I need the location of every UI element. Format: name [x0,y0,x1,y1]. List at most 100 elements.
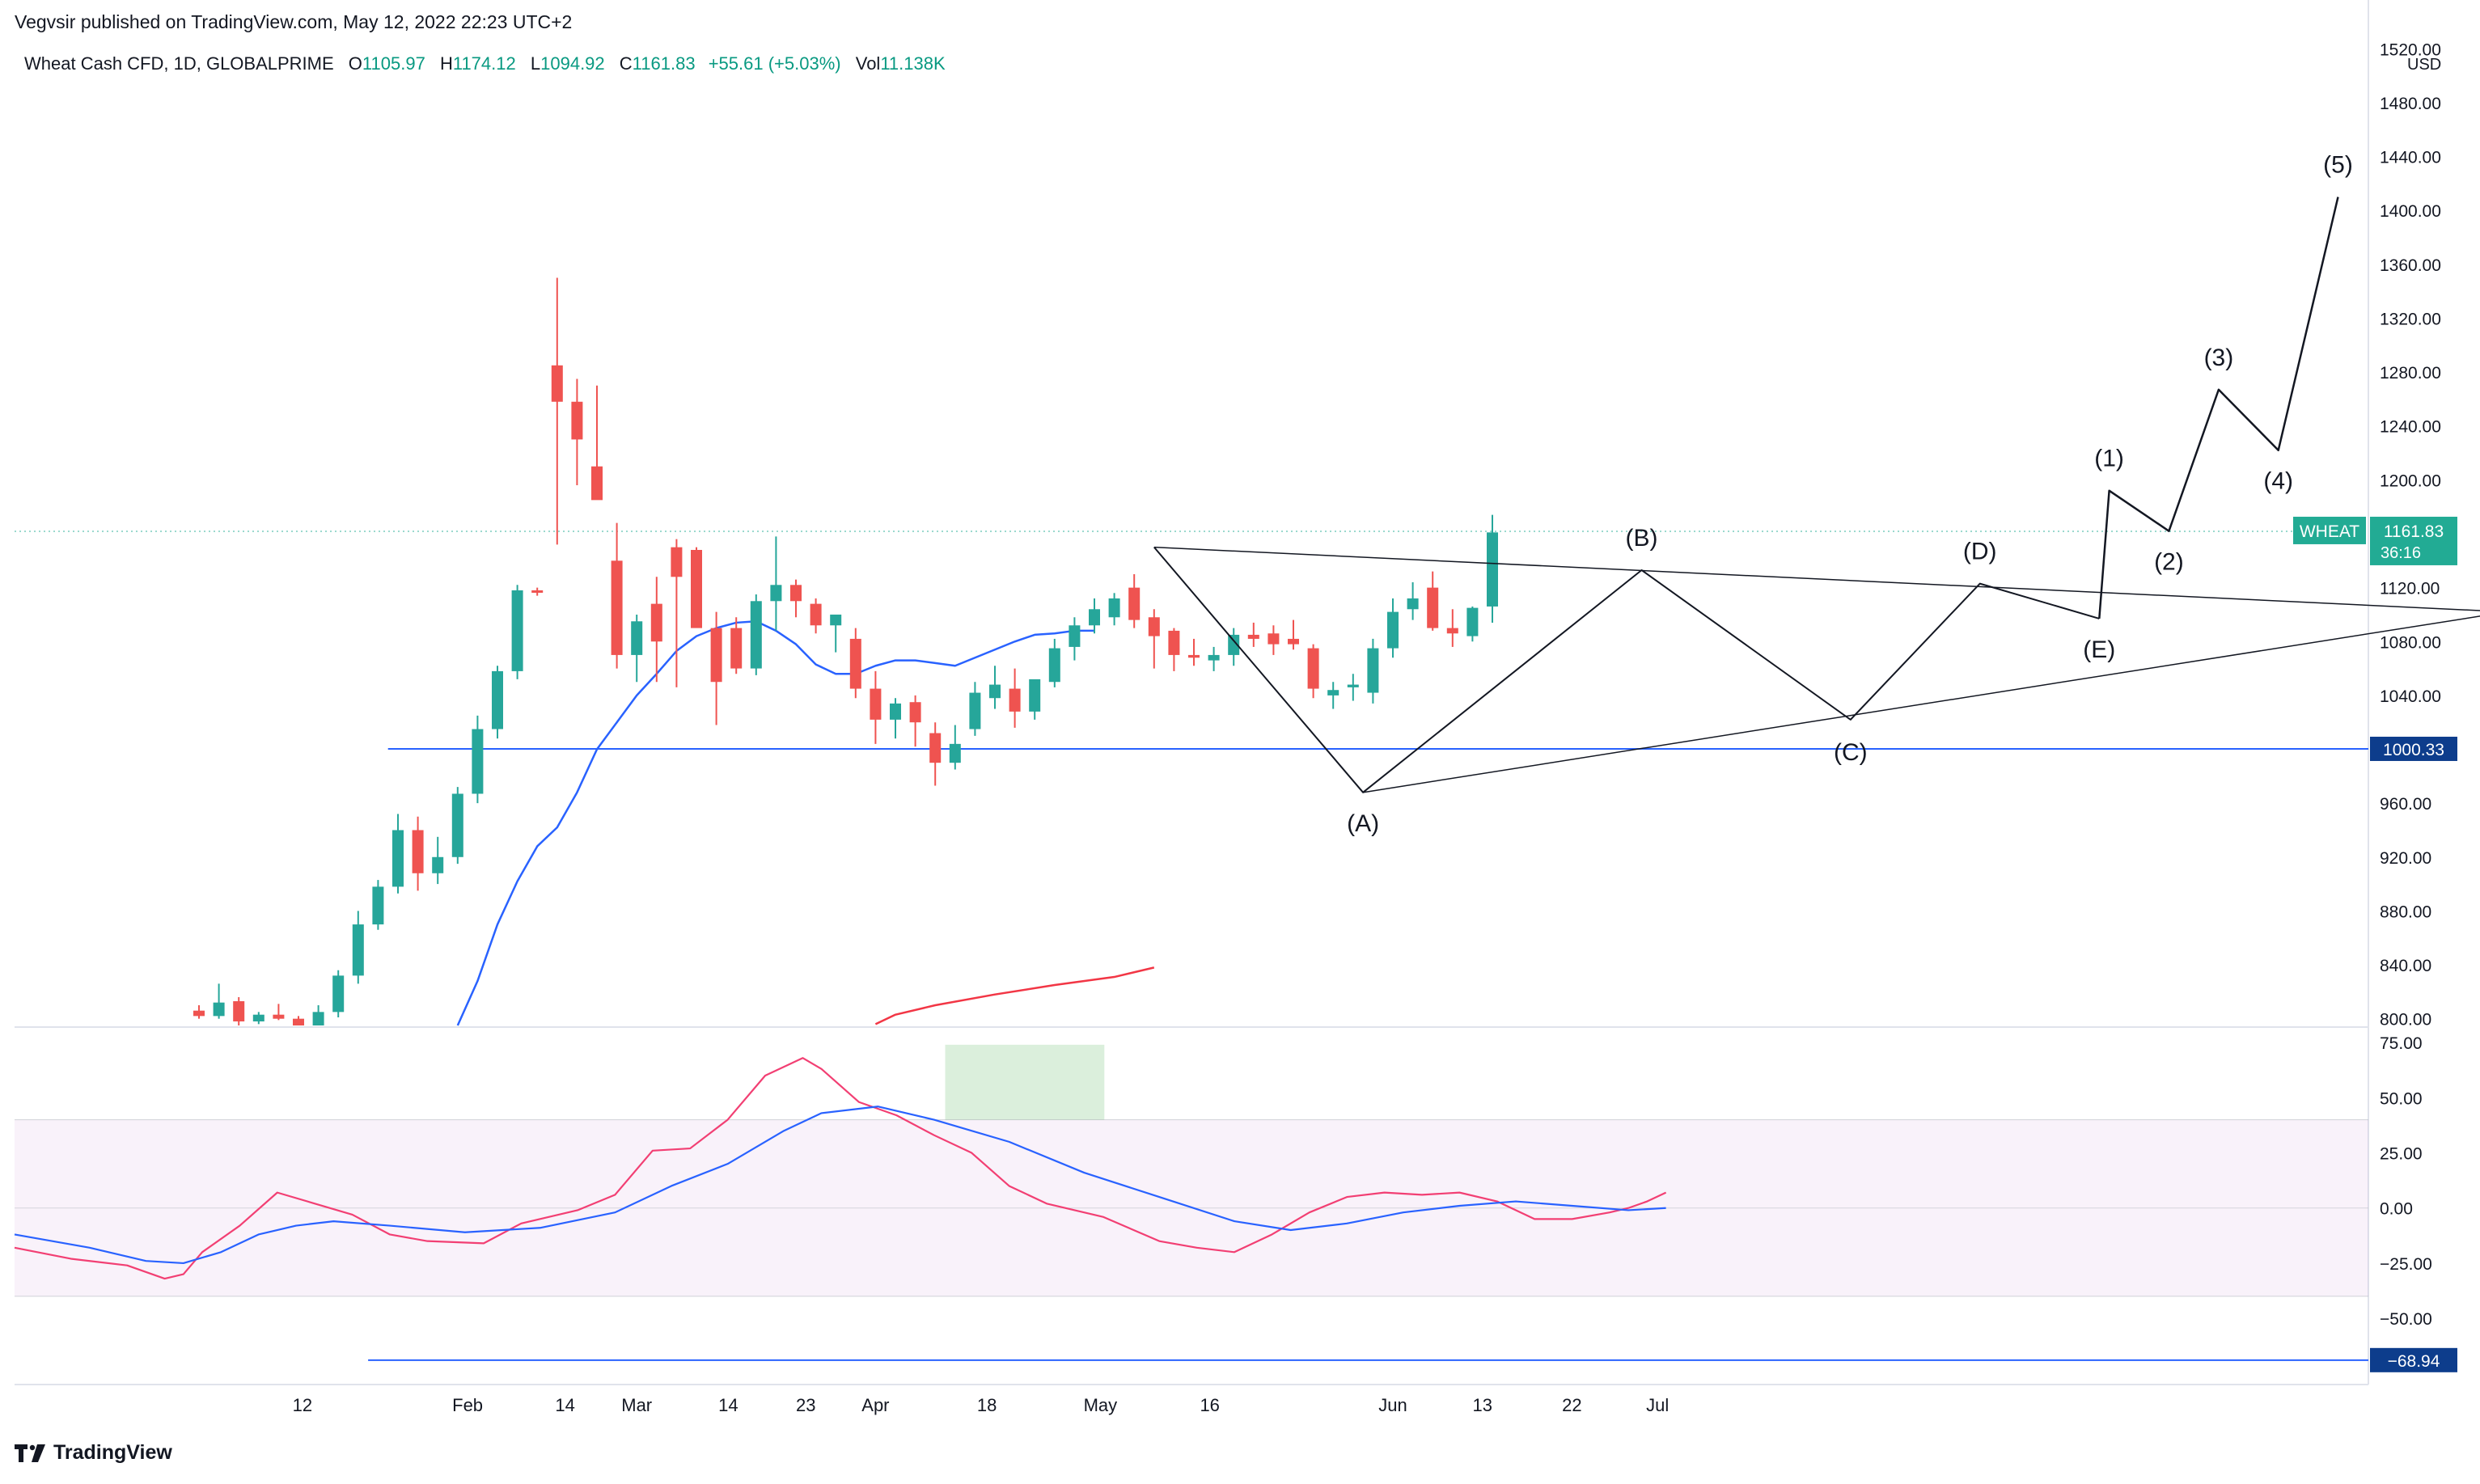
price-tick-label: 1440.00 [2380,149,2441,167]
support-price-label: 1000.33 [2383,741,2444,759]
candle-body [750,601,762,669]
candle-down [293,1016,304,1025]
candle-down [1307,644,1319,699]
price-tick-label: 1320.00 [2380,310,2441,328]
candle-body [1048,648,1060,683]
rsi-tick-label: 0.00 [2380,1200,2413,1219]
candle-down [1427,571,1439,631]
abcde-wave-path [1153,547,2100,793]
candle-body [392,830,404,887]
triangle-lower-trendline [1362,615,2480,793]
candle-body [293,1018,304,1025]
candle-body [691,549,702,628]
candle-up [252,1012,265,1025]
candle-body [213,1002,225,1017]
rsi-line [14,1057,1667,1280]
candle-up [750,594,762,675]
candle-body [1228,634,1240,655]
candle-body [650,603,662,642]
price-tick-label: 960.00 [2380,795,2431,814]
impulse-wave-path [2098,197,2339,619]
candle-body [1029,679,1041,712]
candle-body [1148,617,1160,636]
candle-body [1247,634,1259,639]
candle-down [790,579,802,618]
time-tick-label: 14 [555,1395,574,1415]
candle-body [1446,628,1458,634]
candle-down [551,277,563,545]
candle-body [252,1014,265,1022]
candle-body [1268,633,1280,645]
candle-body [531,590,544,593]
candle-body [1188,654,1200,658]
candle-up [511,585,523,679]
low-value: 1094.92 [540,53,605,74]
candle-body [1069,625,1081,647]
volume-label: Vol [855,53,881,74]
candle-body [1108,598,1120,618]
ma-red-line [874,966,1155,1025]
candle-body [1347,684,1359,687]
candle-body [1427,587,1439,628]
candle-body [929,733,942,763]
time-tick-label: 23 [796,1395,815,1415]
low-label: L [530,53,541,74]
candle-body [1466,607,1479,636]
candle-body [989,684,1001,699]
rsi-signal-line [14,1106,1666,1265]
candle-up [1228,628,1240,666]
price-tick-label: 800.00 [2380,1011,2431,1029]
rsi-level-label: −68.94 [2388,1352,2440,1371]
candle-up [1347,674,1359,701]
time-tick-label: 12 [293,1395,312,1415]
time-tick-label: Jul [1646,1395,1669,1415]
candle-up [372,880,384,930]
candle-body [631,621,643,655]
currency-label: USD [2407,56,2441,74]
candle-body [1307,648,1319,689]
wave-label: (E) [2083,636,2115,663]
price-tick-label: 1120.00 [2380,580,2440,598]
candle-body [770,585,782,602]
volume-value: 11.138K [880,53,946,74]
footer-brand[interactable]: TradingView [15,1441,172,1465]
candle-body [1128,587,1141,620]
candle-down [412,816,424,891]
candle-down [929,722,942,786]
candle-body [949,743,961,763]
candle-down [909,695,921,747]
wave-label: (5) [2323,152,2353,179]
candle-body [969,692,981,729]
candle-body [412,830,424,873]
time-tick-label: Feb [452,1395,483,1415]
wave-label: (4) [2263,468,2293,495]
price-tick-label: 920.00 [2380,849,2431,868]
support-price-badge [2370,736,2457,761]
candle-down [849,628,861,699]
footer-brand-label: TradingView [53,1441,172,1464]
candle-up [1367,638,1379,704]
candle-down [691,547,702,628]
candle-down [870,670,882,744]
candle-up [1108,593,1120,626]
candle-body [890,703,901,720]
candle-body [710,628,722,683]
wave-label: (D) [1963,539,1997,565]
candle-body [790,585,802,602]
change-value: +55.61 (+5.03%) [708,53,841,74]
time-tick-label: 14 [718,1395,738,1415]
candle-body [1168,630,1180,655]
candle-up [770,536,782,631]
wave-label: (A) [1347,810,1379,837]
high-value: 1174.12 [452,53,516,74]
candle-down [1268,625,1280,655]
candle-down [650,577,662,683]
candle-down [531,587,544,596]
candle-body [492,670,503,729]
candle-up [1487,514,1498,623]
price-tick-label: 1280.00 [2380,364,2441,383]
candle-body [472,729,484,794]
candle-body [451,793,463,857]
